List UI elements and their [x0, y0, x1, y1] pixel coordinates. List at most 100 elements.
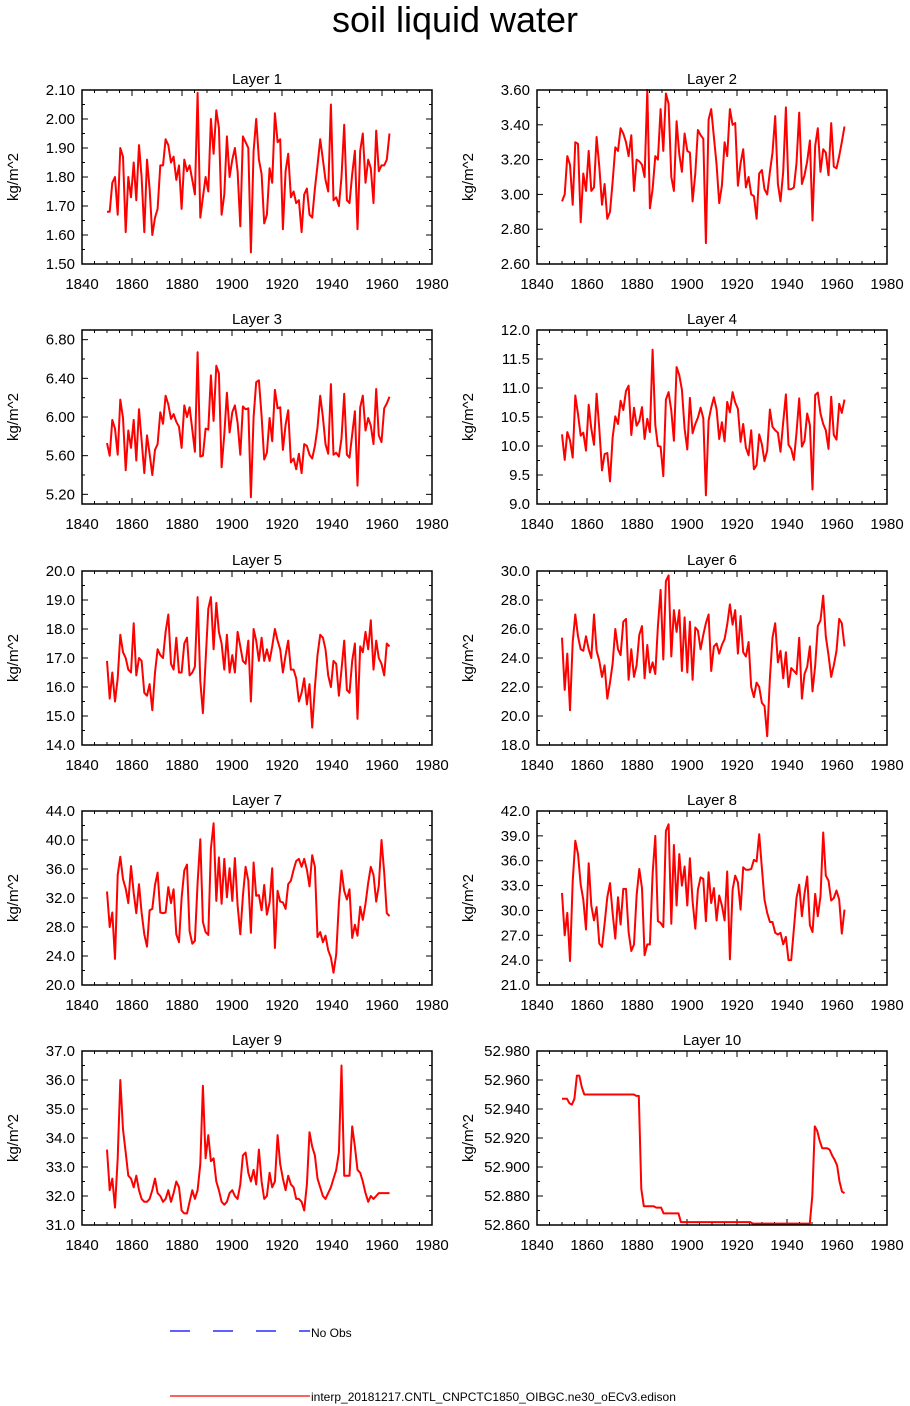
- x-tick-label: 1920: [720, 516, 753, 533]
- y-tick-label: 24.0: [501, 952, 530, 969]
- x-tick-label: 1960: [365, 757, 398, 774]
- plot-frame: [81, 89, 433, 265]
- y-tick-label: 52.880: [484, 1188, 530, 1205]
- y-tick-label: 5.20: [46, 486, 75, 503]
- x-tick-label: 1880: [165, 1237, 198, 1254]
- panel-layer-7: Layer 7 kg/m^2 1840 1860 1880 1900 1920 1940 196…: [5, 792, 449, 1014]
- panel-layer-5: Layer 5 kg/m^2 1840 1860 1880 1900 1920 1940 196…: [5, 552, 449, 774]
- plot-frame: [81, 1050, 433, 1226]
- x-tick-label: 1920: [265, 997, 298, 1014]
- panel-title: Layer 3: [232, 311, 282, 328]
- y-tick-label: 31.0: [46, 1217, 75, 1234]
- x-tick-label: 1840: [520, 1237, 553, 1254]
- x-tick-label: 1840: [65, 997, 98, 1014]
- y-tick-label: 5.60: [46, 448, 75, 465]
- x-tick-label: 1860: [115, 516, 148, 533]
- x-tick-label: 1840: [65, 516, 98, 533]
- plot-frame: [81, 810, 433, 986]
- panel-title: Layer 8: [687, 792, 737, 809]
- y-tick-label: 16.0: [46, 679, 75, 696]
- x-tick-label: 1860: [570, 516, 603, 533]
- y-axis-label: kg/m^2: [460, 153, 477, 201]
- y-tick-label: 19.0: [46, 592, 75, 609]
- y-tick-label: 30.0: [501, 902, 530, 919]
- y-tick-label: 3.40: [501, 117, 530, 134]
- y-tick-label: 52.900: [484, 1159, 530, 1176]
- x-tick-label: 1920: [720, 1237, 753, 1254]
- x-tick-label: 1900: [670, 1237, 703, 1254]
- x-tick-label: 1880: [620, 276, 653, 293]
- x-tick-label: 1980: [870, 997, 903, 1014]
- y-tick-label: 3.20: [501, 152, 530, 169]
- x-tick-label: 1880: [165, 757, 198, 774]
- y-tick-label: 15.0: [46, 708, 75, 725]
- panel-title: Layer 2: [687, 71, 737, 88]
- y-tick-label: 2.10: [46, 82, 75, 99]
- x-tick-label: 1940: [770, 997, 803, 1014]
- x-tick-label: 1880: [620, 516, 653, 533]
- x-tick-label: 1960: [365, 276, 398, 293]
- panel-layer-3: Layer 3 kg/m^2 1840 1860 1880 1900 1920 1940 196…: [5, 311, 449, 533]
- plot-frame: [536, 329, 888, 505]
- y-tick-label: 2.00: [46, 111, 75, 128]
- series-line-layer-7: [106, 822, 391, 974]
- y-tick-label: 52.960: [484, 1072, 530, 1089]
- x-tick-label: 1920: [265, 757, 298, 774]
- x-tick-label: 1980: [415, 997, 448, 1014]
- y-tick-label: 34.0: [46, 1130, 75, 1147]
- y-tick-label: 1.60: [46, 227, 75, 244]
- legend-obs-label: No Obs: [311, 1326, 352, 1340]
- x-tick-label: 1940: [315, 997, 348, 1014]
- y-tick-label: 27.0: [501, 927, 530, 944]
- x-tick-label: 1940: [315, 516, 348, 533]
- series-line-layer-6: [561, 574, 846, 738]
- y-tick-label: 35.0: [46, 1101, 75, 1118]
- panel-title: Layer 5: [232, 552, 282, 569]
- y-tick-label: 1.80: [46, 169, 75, 186]
- y-tick-label: 11.0: [502, 380, 530, 397]
- y-axis-label: kg/m^2: [460, 634, 477, 682]
- y-tick-label: 3.00: [501, 186, 530, 203]
- y-tick-label: 52.920: [484, 1130, 530, 1147]
- y-tick-label: 42.0: [501, 803, 530, 820]
- y-tick-label: 12.0: [501, 322, 530, 339]
- x-tick-label: 1980: [415, 757, 448, 774]
- x-tick-label: 1980: [870, 757, 903, 774]
- panel-layer-4: Layer 4 kg/m^2 1840 1860 1880 1900 1920 1940 196…: [460, 311, 904, 533]
- x-tick-label: 1940: [770, 516, 803, 533]
- y-tick-label: 6.80: [46, 332, 75, 349]
- y-tick-label: 14.0: [46, 737, 75, 754]
- x-tick-label: 1840: [65, 757, 98, 774]
- panel-title: Layer 4: [687, 311, 737, 328]
- panel-layer-6: Layer 6 kg/m^2 1840 1860 1880 1900 1920 1940 196…: [460, 552, 904, 774]
- y-tick-label: 26.0: [501, 621, 530, 638]
- y-tick-label: 17.0: [46, 650, 75, 667]
- x-tick-label: 1960: [820, 997, 853, 1014]
- x-tick-label: 1880: [620, 997, 653, 1014]
- y-tick-label: 20.0: [501, 708, 530, 725]
- y-tick-label: 18.0: [46, 621, 75, 638]
- x-tick-label: 1860: [115, 757, 148, 774]
- x-tick-label: 1980: [870, 516, 903, 533]
- plot-frame: [81, 329, 433, 505]
- y-axis-label: kg/m^2: [5, 874, 22, 922]
- x-tick-label: 1920: [720, 276, 753, 293]
- y-axis-label: kg/m^2: [460, 874, 477, 922]
- panel-layer-8: Layer 8 kg/m^2 1840 1860 1880 1900 1920 1940 196…: [460, 792, 904, 1014]
- plot-frame: [536, 570, 888, 746]
- y-tick-label: 52.860: [484, 1217, 530, 1234]
- x-tick-label: 1860: [115, 276, 148, 293]
- x-tick-label: 1940: [315, 276, 348, 293]
- x-tick-label: 1960: [820, 516, 853, 533]
- x-tick-label: 1940: [770, 757, 803, 774]
- x-tick-label: 1940: [315, 1237, 348, 1254]
- x-tick-label: 1940: [315, 757, 348, 774]
- x-tick-label: 1920: [720, 757, 753, 774]
- y-axis-label: kg/m^2: [460, 1114, 477, 1162]
- x-tick-label: 1880: [620, 1237, 653, 1254]
- panel-title: Layer 6: [687, 552, 737, 569]
- y-tick-label: 1.70: [46, 198, 75, 215]
- y-tick-label: 2.60: [501, 256, 530, 273]
- x-tick-label: 1960: [820, 757, 853, 774]
